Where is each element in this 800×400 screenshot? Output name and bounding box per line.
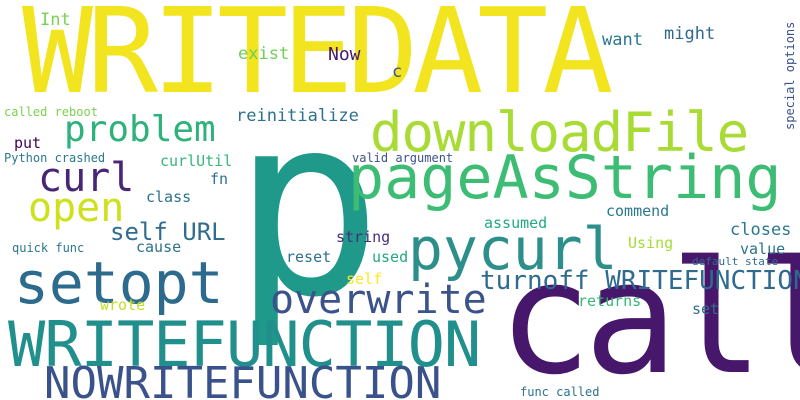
word-overwrite: overwrite: [270, 277, 487, 323]
word-writefunction: WRITEFUNCTION: [8, 308, 481, 381]
word-open: open: [28, 185, 125, 231]
word-int: Int: [40, 10, 71, 30]
word-exist: exist: [238, 44, 290, 64]
word-default-state: default state: [692, 255, 779, 268]
word-reinitialize: reinitialize: [236, 106, 359, 126]
word-pycurl: pycurl: [408, 215, 618, 283]
word-self-url: self URL: [110, 218, 226, 246]
word-valid-argument: valid argument: [352, 151, 454, 165]
word-reset: reset: [286, 248, 332, 266]
word-downloadfile: downloadFile: [370, 101, 749, 164]
word-called-reboot: called reboot: [4, 105, 98, 119]
word-assumed: assumed: [484, 214, 548, 232]
word-special-options: special options: [783, 21, 797, 130]
word-python-crashed: Python crashed: [4, 151, 106, 165]
word-quick-func: quick func: [12, 241, 85, 255]
word-pageasstring: pageAsString: [348, 143, 782, 213]
word-curl: curl: [38, 155, 135, 201]
word-used: used: [372, 248, 409, 266]
word-cause: cause: [136, 238, 182, 256]
word-curlutil: curlUtil: [160, 152, 233, 170]
word-string: string: [336, 228, 391, 246]
word-want: want: [602, 30, 643, 50]
word-commend: commend: [606, 202, 670, 220]
word-nowritefunction: NOWRITEFUNCTION: [44, 358, 442, 400]
word-func-called: func called: [520, 385, 600, 399]
word-problem: problem: [64, 109, 216, 150]
word-closes: closes: [730, 220, 792, 240]
word-set: set: [692, 300, 720, 318]
word-c: c: [392, 62, 403, 82]
word-wrote: wrote: [100, 296, 146, 314]
word-now: Now: [328, 44, 361, 65]
word-class: class: [146, 188, 192, 206]
word-might: might: [664, 24, 716, 44]
word-writedata: WRITEDATA: [22, 0, 613, 120]
word-fn: fn: [210, 170, 229, 188]
word-returns: returns: [578, 292, 642, 310]
word-setopt: setopt: [14, 249, 224, 317]
word-using: Using: [628, 234, 674, 252]
word-p: p: [232, 61, 383, 352]
word-turnoff-writefunction: turnoff WRITEFUNCTION: [480, 266, 800, 296]
word-value: value: [740, 240, 786, 258]
word-call: call: [498, 227, 800, 400]
word-self: self: [346, 270, 383, 288]
word-put: put: [14, 134, 42, 152]
